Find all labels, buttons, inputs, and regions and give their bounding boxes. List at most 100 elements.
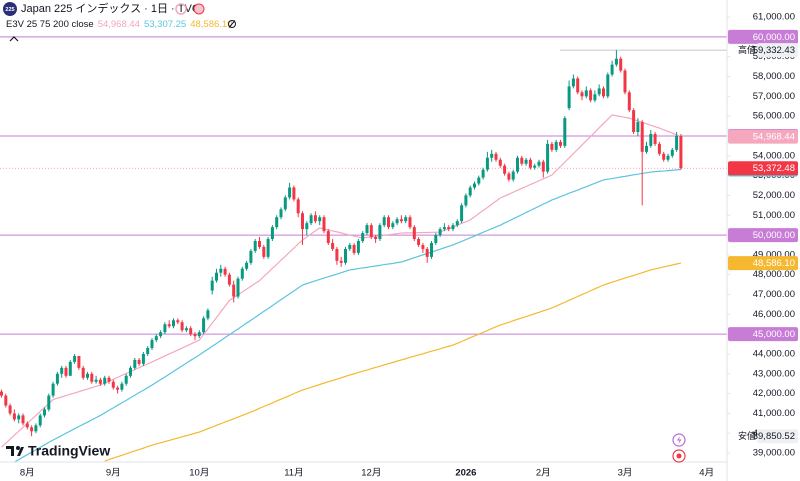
- y-tick-label: 58,000.00: [753, 71, 795, 82]
- candle-body: [670, 149, 674, 156]
- candle-body: [189, 328, 193, 335]
- candle-body: [81, 367, 85, 378]
- candle-body: [167, 324, 171, 327]
- candle-body: [597, 88, 601, 95]
- candle-body: [528, 159, 532, 168]
- replay-button[interactable]: [672, 449, 686, 463]
- chart-title: Japan 225 インデックス · 1日 · TVC: [21, 1, 200, 15]
- candle-body: [623, 70, 627, 93]
- candle-body: [498, 159, 502, 166]
- candle-body: [679, 135, 683, 169]
- candle-body: [159, 332, 163, 337]
- indicator-hide-icon[interactable]: [228, 20, 236, 28]
- extreme-marker-label: 39,850.52: [753, 431, 795, 442]
- candle-body: [395, 219, 399, 224]
- candle-body: [524, 159, 528, 164]
- symbol-logo: [3, 2, 17, 16]
- plot-area: [0, 36, 727, 462]
- candle-body: [4, 395, 8, 406]
- indicator-legend: E3V 25 75 200 close 54,968.44 53,307.25 48,…: [6, 19, 232, 30]
- candle-body: [374, 237, 378, 240]
- candle-body: [8, 405, 12, 414]
- candle-body: [408, 217, 412, 228]
- extreme-marker-label: 59,332.43: [753, 45, 795, 56]
- candle-body: [447, 227, 451, 230]
- price-axis: 39,000.0040,000.0041,000.0042,000.0043,0…: [727, 12, 798, 459]
- candle-body: [43, 409, 46, 416]
- level-marker-label: 50,000.00: [753, 230, 795, 241]
- icon-slash: [228, 20, 236, 28]
- candle-body: [129, 367, 132, 376]
- candle-body: [150, 340, 154, 349]
- y-tick-label: 51,000.00: [753, 210, 795, 221]
- logo-shape: [16, 446, 20, 450]
- level-marker: [728, 228, 798, 243]
- candle-body: [352, 244, 356, 253]
- candle-body: [219, 268, 223, 273]
- candle-body: [378, 225, 382, 240]
- candle-body: [73, 355, 77, 362]
- candle-body: [331, 242, 335, 249]
- candle-body: [68, 361, 72, 376]
- symbol-logo-text: 225: [5, 7, 14, 13]
- candle-body: [64, 367, 68, 376]
- candle-body: [438, 229, 442, 236]
- candle-body: [460, 205, 464, 222]
- candle-body: [133, 359, 137, 368]
- y-tick-label: 57,000.00: [753, 91, 795, 102]
- candle-body: [77, 355, 81, 368]
- candle-body: [137, 359, 141, 364]
- y-tick-label: 48,000.00: [753, 269, 795, 280]
- watermark: TradingView: [28, 443, 110, 459]
- current-price-marker-label: 53,372.48: [753, 163, 795, 174]
- candle-body: [86, 373, 89, 378]
- candle-body: [490, 153, 494, 158]
- candle-body: [275, 217, 279, 228]
- x-tick-label: 2月: [536, 468, 551, 479]
- candle-body: [494, 153, 498, 160]
- candle-body: [645, 145, 648, 152]
- ma-price-marker-label: 54,968.44: [753, 132, 795, 143]
- candle-body: [451, 225, 455, 230]
- y-tick-label: 42,000.00: [753, 388, 795, 399]
- candle-body: [283, 197, 287, 210]
- candle-body: [245, 262, 249, 269]
- candle-body: [30, 427, 34, 432]
- candle-body: [38, 415, 42, 426]
- y-tick-label: 44,000.00: [753, 348, 795, 359]
- alert-button[interactable]: [672, 433, 686, 447]
- candle-body: [365, 225, 369, 234]
- extreme-marker-title: 高値: [738, 44, 756, 55]
- level-marker-label: 45,000.00: [753, 329, 795, 340]
- candle-body: [662, 153, 666, 160]
- candle-body: [666, 155, 670, 160]
- candle-body: [533, 165, 537, 168]
- candle-body: [576, 78, 580, 93]
- candle-body: [348, 244, 352, 249]
- candle-body: [107, 377, 111, 382]
- candle-body: [279, 209, 283, 218]
- candle-body: [563, 118, 567, 146]
- y-tick-label: 61,000.00: [753, 12, 795, 23]
- x-tick-label: 2026: [455, 468, 476, 479]
- candle-body: [116, 387, 120, 390]
- candle-body: [47, 395, 51, 410]
- candle-body: [550, 143, 554, 150]
- candle-body: [477, 177, 481, 184]
- candle-body: [430, 242, 433, 257]
- candle-body: [326, 231, 330, 243]
- candle-body: [387, 217, 390, 228]
- status-icon[interactable]: [193, 3, 205, 15]
- indicator-value: 54,968.44: [98, 19, 140, 30]
- status-icon[interactable]: [175, 3, 187, 15]
- current-price-marker: [728, 161, 798, 176]
- candle-body: [253, 241, 257, 251]
- candle-body: [154, 336, 158, 341]
- indicator-value: 48,586.10: [190, 19, 232, 30]
- x-tick-label: 8月: [20, 468, 35, 479]
- candle-body: [571, 78, 575, 87]
- collapse-button[interactable]: [9, 36, 19, 42]
- y-tick-label: 43,000.00: [753, 368, 795, 379]
- candle-body: [266, 239, 270, 257]
